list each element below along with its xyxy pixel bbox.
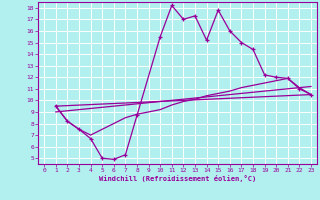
X-axis label: Windchill (Refroidissement éolien,°C): Windchill (Refroidissement éolien,°C)	[99, 175, 256, 182]
